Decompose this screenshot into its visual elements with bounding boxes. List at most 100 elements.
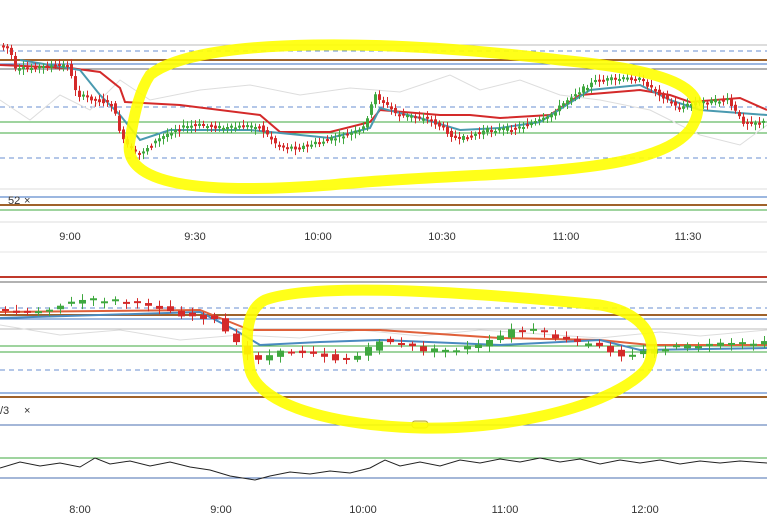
candle-body	[726, 98, 729, 101]
time-label: 9:00	[59, 231, 80, 243]
candle-body	[762, 120, 765, 123]
time-label: 8:00	[69, 504, 90, 516]
candle-body	[70, 64, 73, 76]
candle-body	[278, 144, 281, 147]
candle-body	[398, 343, 405, 346]
candle-body	[398, 114, 401, 117]
candle-body	[574, 94, 577, 97]
candle-body	[24, 310, 31, 313]
candle-body	[26, 67, 29, 70]
time-label: 12:00	[631, 504, 659, 516]
candle-body	[122, 129, 125, 140]
close-button[interactable]: ×	[24, 405, 30, 417]
price-plots	[0, 42, 767, 365]
candle-body	[598, 79, 601, 82]
candle-body	[66, 65, 69, 68]
candle-body	[530, 328, 537, 331]
close-button[interactable]: ×	[24, 195, 30, 207]
candle-body	[98, 99, 101, 103]
candle-body	[206, 126, 209, 129]
candle-body	[582, 86, 585, 93]
candle-body	[218, 125, 221, 129]
candle-body	[46, 65, 49, 68]
candle-body	[442, 125, 445, 128]
candle-body	[519, 330, 526, 333]
candle-body	[123, 301, 130, 304]
moving-average	[0, 310, 767, 352]
candle-body	[739, 342, 746, 345]
candle-body	[62, 64, 65, 68]
bottom-levels	[0, 276, 767, 479]
candle-body	[654, 88, 657, 92]
indicator-label: /3	[0, 405, 9, 417]
candle-body	[322, 141, 325, 144]
candle-body	[508, 329, 515, 338]
candle-body	[282, 145, 285, 148]
candle-body	[638, 77, 641, 80]
candle-body	[46, 309, 53, 312]
candle-body	[374, 94, 377, 105]
candle-body	[761, 341, 767, 345]
candle-body	[482, 130, 485, 135]
candle-body	[354, 355, 361, 360]
candle-body	[242, 125, 245, 128]
candle-body	[678, 107, 681, 110]
candle-body	[478, 132, 481, 135]
candle-body	[506, 126, 509, 131]
candle-body	[354, 130, 357, 134]
candle-body	[386, 102, 389, 105]
candle-body	[541, 330, 548, 333]
candle-body	[666, 94, 669, 100]
candle-body	[233, 333, 240, 343]
candle-body	[290, 146, 293, 149]
candle-body	[410, 115, 413, 118]
candle-body	[453, 350, 460, 353]
candle-body	[106, 100, 109, 103]
candle-body	[274, 138, 277, 144]
candle-body	[554, 112, 557, 116]
candle-body	[590, 82, 593, 88]
candle-body	[57, 305, 64, 310]
time-label: 11:30	[675, 231, 702, 243]
candle-body	[158, 138, 161, 142]
candle-body	[552, 334, 559, 339]
candle-body	[238, 125, 241, 128]
candle-body	[270, 136, 273, 140]
candle-body	[310, 351, 317, 354]
candle-body	[574, 338, 581, 342]
candle-body	[182, 125, 185, 128]
candle-body	[742, 116, 745, 124]
candle-body	[255, 355, 262, 360]
candle-body	[226, 127, 229, 130]
candle-body	[674, 101, 677, 106]
candle-body	[189, 312, 196, 317]
candle-body	[18, 68, 21, 71]
candle-body	[586, 87, 589, 91]
candle-body	[514, 127, 517, 130]
candle-body	[622, 77, 625, 80]
candle-body	[277, 350, 284, 357]
candle-body	[54, 64, 57, 67]
candle-body	[406, 115, 409, 118]
candle-body	[758, 122, 761, 125]
candle-body	[518, 126, 521, 129]
candle-body	[594, 80, 597, 83]
candle-body	[430, 119, 433, 122]
candle-body	[78, 90, 81, 97]
candle-body	[746, 121, 749, 124]
candle-body	[570, 97, 573, 101]
candle-body	[420, 346, 427, 352]
candle-body	[418, 116, 421, 119]
candle-body	[90, 298, 97, 301]
candle-body	[90, 96, 93, 101]
candle-body	[366, 118, 369, 128]
candle-body	[695, 346, 702, 349]
candle-body	[68, 301, 75, 304]
top-time-axis: 9:00 9:30 10:00 10:30 11:00 11:30	[59, 231, 701, 243]
candle-body	[118, 115, 121, 131]
candle-body	[750, 343, 757, 346]
candle-body	[546, 116, 549, 119]
candle-body	[394, 107, 397, 114]
candle-body	[82, 94, 85, 97]
candle-body	[475, 344, 482, 349]
